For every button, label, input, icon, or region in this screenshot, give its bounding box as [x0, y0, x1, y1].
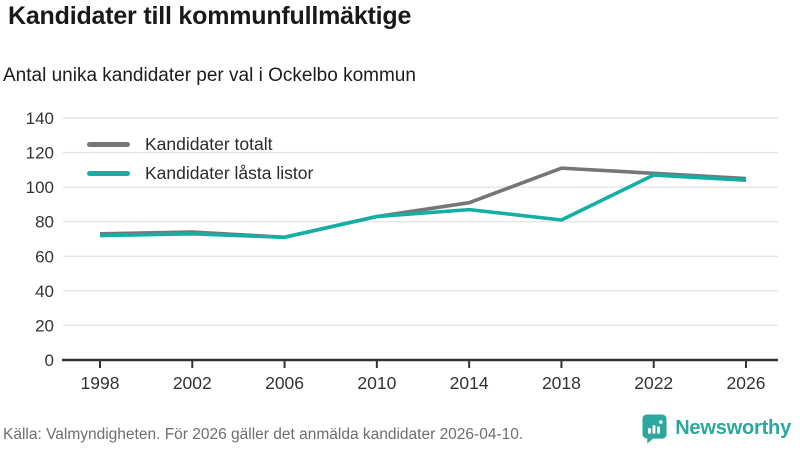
legend-swatch — [87, 170, 130, 176]
y-tick-label: 80 — [35, 213, 54, 232]
newsworthy-icon — [642, 414, 667, 444]
y-tick-label: 20 — [35, 316, 54, 335]
y-tick-label: 0 — [45, 351, 54, 370]
x-tick-label: 2026 — [727, 373, 766, 393]
y-tick-label: 140 — [26, 109, 54, 128]
newsworthy-logo: Newsworthy — [641, 413, 791, 444]
legend-item-1: Kandidater låsta listor — [87, 162, 313, 184]
chart-subtitle: Antal unika kandidater per val i Ockelbo… — [3, 65, 416, 86]
legend-label: Kandidater totalt — [145, 133, 273, 154]
newsworthy-wordmark: Newsworthy — [675, 417, 791, 439]
chart-legend: Kandidater totalt Kandidater låsta listor — [87, 133, 313, 184]
x-tick-label: 2006 — [265, 373, 304, 393]
y-tick-label: 40 — [35, 282, 54, 301]
source-note: Källa: Valmyndigheten. För 2026 gäller d… — [3, 426, 524, 443]
series-line-kandidater-l-sta-listor — [99, 173, 747, 240]
legend-swatch — [87, 141, 130, 147]
legend-item-0: Kandidater totalt — [87, 133, 313, 155]
x-tick-label: 2018 — [542, 373, 581, 393]
chart-title: Kandidater till kommunfullmäktige — [8, 2, 412, 30]
x-tick-label: 2002 — [173, 373, 212, 393]
y-tick-label: 100 — [26, 178, 54, 197]
x-tick-label: 2022 — [634, 373, 673, 393]
y-tick-label: 120 — [26, 144, 54, 163]
x-tick-label: 2014 — [450, 373, 489, 393]
legend-label: Kandidater låsta listor — [145, 162, 314, 183]
x-tick-label: 2010 — [357, 373, 396, 393]
y-tick-label: 60 — [35, 247, 54, 266]
x-tick-label: 1998 — [81, 373, 120, 393]
